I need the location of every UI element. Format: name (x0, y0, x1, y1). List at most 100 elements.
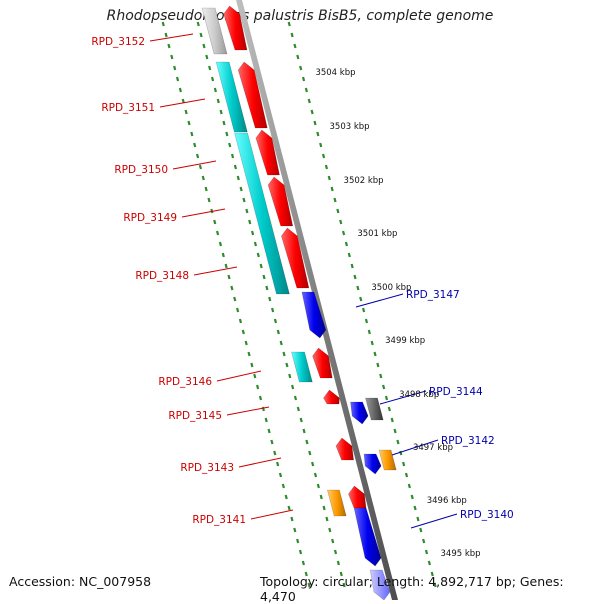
strand-guide-tick (273, 318, 278, 324)
label-leader-line (379, 390, 427, 405)
strand-guide-tick (184, 109, 188, 115)
gene-red (312, 347, 333, 379)
strand-guide-tick (307, 98, 311, 104)
strand-guide-tick (236, 175, 240, 181)
strand-guide-tick (288, 373, 292, 379)
strand-guide-tick (268, 296, 272, 302)
strand-guide-tick (384, 395, 389, 401)
genome-backbone (236, 0, 398, 600)
strand-guide-tick (238, 318, 243, 324)
strand-guide-tick (427, 560, 431, 566)
strand-guide-tick (224, 263, 228, 269)
label-leader-line (216, 370, 262, 382)
strand-guide-tick (193, 142, 197, 148)
strand-guide-tick (296, 538, 300, 544)
strand-guide-tick (164, 32, 168, 38)
strand-guide-tick (336, 560, 340, 566)
strand-guide-tick (258, 395, 263, 401)
strand-guide-tick (304, 87, 308, 93)
strand-guide-tick (356, 285, 360, 291)
strand-guide-tick (387, 406, 391, 412)
strand-guide-tick (333, 197, 337, 203)
strand-guide-tick (250, 230, 255, 236)
strand-guide-tick (213, 219, 217, 225)
strand-guide-tick (293, 527, 297, 533)
strand-guide-tick (216, 98, 220, 104)
strand-guide-tick (350, 263, 354, 269)
strand-guide-tick (242, 197, 246, 203)
strand-guide-tick (170, 54, 174, 60)
strand-guide-tick (373, 351, 377, 357)
strand-guide-tick (342, 582, 346, 588)
gene-red (323, 389, 340, 405)
strand-guide-tick (353, 274, 357, 280)
strand-guide-tick (230, 285, 234, 291)
strand-guide-tick (239, 186, 243, 192)
strand-guide-tick (325, 516, 329, 522)
strand-guide-tick (393, 428, 397, 434)
strand-guide-tick (187, 120, 191, 126)
gene-blue (301, 291, 327, 339)
label-leader-line (238, 457, 282, 468)
strand-guide-tick (307, 582, 311, 588)
ruler-tick-label: 3504 kbp (315, 68, 355, 78)
gene-red (255, 129, 280, 176)
strand-guide-tick (264, 417, 268, 423)
strand-guide-tick (310, 109, 314, 115)
strand-guide-tick (248, 219, 252, 225)
strand-guide-tick (416, 516, 420, 522)
gene-label-left: RPD_3148 (135, 270, 189, 282)
strand-guide-tick (267, 428, 271, 434)
ruler-tick-label: 3496 kbp (427, 496, 467, 506)
strand-guide-tick (344, 241, 349, 247)
strand-guide-tick (167, 43, 171, 49)
strand-guide-tick (208, 65, 212, 71)
strand-guide-tick (276, 461, 280, 467)
strand-guide-tick (281, 483, 285, 489)
strand-guide-tick (205, 54, 209, 60)
strand-guide-tick (219, 109, 223, 115)
strand-guide-tick (204, 186, 208, 192)
label-leader-line (149, 33, 194, 42)
gene-label-left: RPD_3141 (192, 514, 246, 526)
strand-guide-tick (296, 54, 300, 60)
strand-guide-tick (175, 76, 180, 82)
strand-guide-tick (367, 329, 371, 335)
strand-guide-tick (278, 472, 283, 478)
strand-guide-tick (313, 472, 318, 478)
gene-label-left: RPD_3145 (168, 410, 222, 422)
strand-guide-tick (299, 417, 303, 423)
strand-guide-tick (256, 384, 260, 390)
strand-guide-tick (245, 208, 249, 214)
strand-guide-tick (304, 571, 308, 577)
strand-guide-tick (328, 527, 332, 533)
strand-guide-tick (202, 43, 206, 49)
strand-guide-tick (236, 307, 240, 313)
strand-guide-tick (225, 131, 229, 137)
strand-guide-tick (282, 351, 286, 357)
strand-guide-tick (207, 197, 211, 203)
strand-guide-tick (305, 439, 309, 445)
strand-guide-tick (402, 461, 406, 467)
strand-guide-tick (228, 142, 232, 148)
strand-guide-tick (285, 362, 289, 368)
strand-guide-tick (253, 241, 258, 247)
strand-guide-tick (376, 362, 380, 368)
strand-guide-tick (293, 395, 298, 401)
gene-label-right: RPD_3144 (429, 386, 483, 398)
strand-guide-tick (284, 494, 288, 500)
strand-guide-tick (233, 164, 238, 170)
gene-label-left: RPD_3149 (123, 212, 177, 224)
ruler-tick-label: 3495 kbp (441, 549, 481, 559)
label-leader-line (410, 513, 458, 529)
strand-guide-tick (390, 417, 394, 423)
strand-guide-tick (296, 406, 300, 412)
strand-guide-tick (201, 175, 205, 181)
strand-guide-tick (359, 296, 363, 302)
gene-orange (378, 449, 397, 471)
strand-guide-tick (271, 307, 275, 313)
gene-label-left: RPD_3143 (180, 462, 234, 474)
strand-guide-tick (407, 483, 411, 489)
